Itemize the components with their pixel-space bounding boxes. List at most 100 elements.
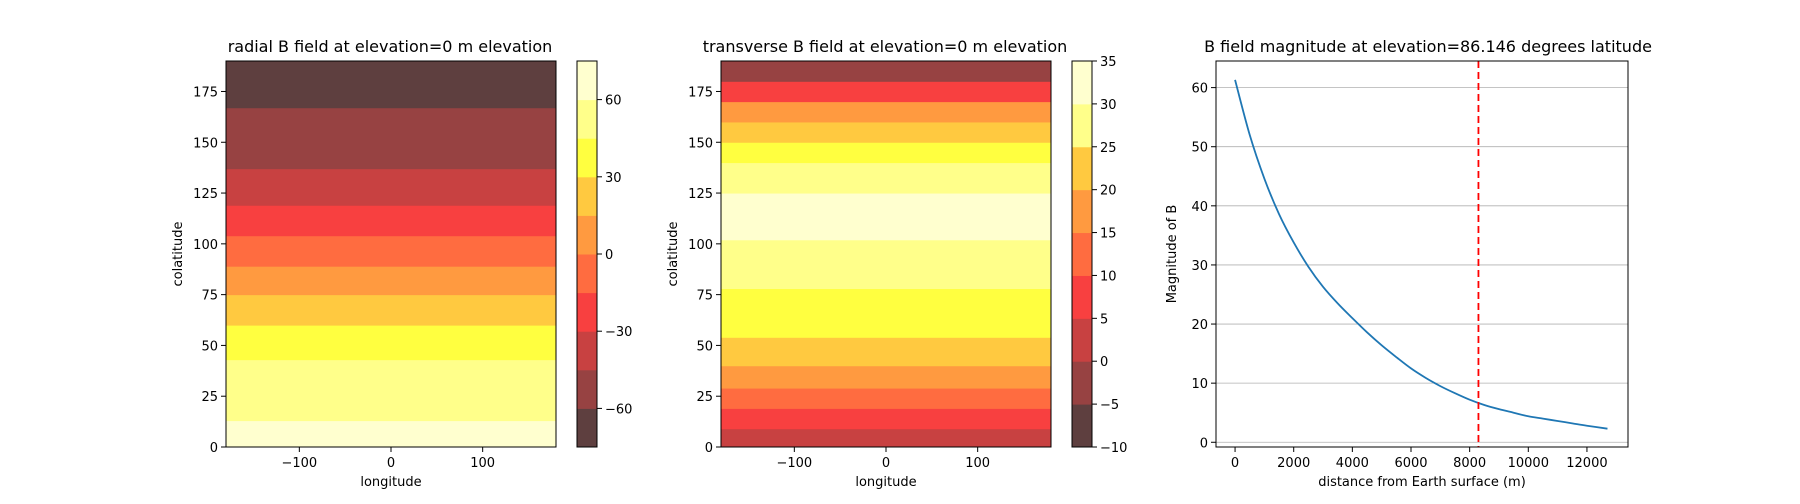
colorbar-segment: [1072, 275, 1092, 319]
colorbar-tick-label: 15: [1100, 227, 1117, 242]
field-band: [721, 337, 1051, 367]
field-band: [721, 162, 1051, 194]
colorbar-tick-label: −30: [605, 325, 632, 340]
field-band: [721, 101, 1051, 123]
x-tick-label: 4000: [1336, 456, 1369, 471]
y-tick-label: 50: [696, 339, 713, 354]
colorbar-tick-label: 20: [1100, 184, 1117, 199]
colorbar-segment: [1072, 61, 1092, 105]
transverse-field-x-ticks: −100 0 100: [776, 447, 990, 471]
magnitude-x-label: distance from Earth surface (m): [1318, 475, 1526, 490]
radial-field-title: radial B field at elevation=0 m elevatio…: [228, 37, 553, 56]
colorbar-segment: [1072, 189, 1092, 234]
transverse-field-y-label: colatitude: [666, 222, 681, 287]
field-band: [721, 365, 1051, 389]
x-tick-label: 8000: [1453, 456, 1486, 471]
colorbar-segment: [577, 292, 597, 332]
field-band: [721, 408, 1051, 430]
colorbar-tick-label: −10: [1100, 441, 1127, 456]
colorbar-segment: [1072, 103, 1092, 148]
field-band: [721, 81, 1051, 103]
y-tick-label: 25: [696, 390, 713, 405]
colorbar-segment: [577, 369, 597, 409]
field-band: [226, 420, 556, 448]
colorbar-tick-label: 5: [1100, 312, 1108, 327]
x-tick-label: 100: [470, 456, 495, 471]
field-band: [226, 107, 556, 170]
x-tick-label: 2000: [1277, 456, 1310, 471]
x-tick-label: 100: [965, 456, 990, 471]
y-tick-label: 100: [688, 238, 713, 253]
colorbar-segment: [1072, 318, 1092, 362]
y-tick-label: 150: [193, 136, 218, 151]
transverse-field-title: transverse B field at elevation=0 m elev…: [703, 37, 1068, 56]
y-tick-label: 75: [201, 289, 218, 304]
magnitude-y-ticks: 0 10 20 30 40 50 60: [1191, 82, 1216, 451]
colorbar-tick-label: 0: [605, 248, 613, 263]
colorbar-tick-label: 30: [605, 171, 622, 186]
colorbar-segment: [1072, 361, 1092, 405]
field-band: [226, 168, 556, 206]
y-tick-label: 150: [688, 136, 713, 151]
colorbar-segment: [1072, 404, 1092, 448]
y-tick-label: 60: [1191, 82, 1208, 97]
field-band: [721, 142, 1051, 164]
field-band: [721, 288, 1051, 338]
field-band: [721, 61, 1051, 82]
radial-field-x-ticks: −100 0 100: [281, 447, 495, 471]
field-band: [226, 325, 556, 361]
radial-field-y-ticks: 0 25 50 75 100 125 150 175: [193, 85, 226, 456]
transverse-field-bands: [721, 61, 1051, 448]
colorbar-tick-label: 30: [1100, 98, 1117, 113]
magnitude-gridlines: [1216, 87, 1628, 443]
y-tick-label: 30: [1191, 259, 1208, 274]
radial-field-panel: radial B field at elevation=0 m elevatio…: [171, 37, 632, 490]
colorbar-segment: [577, 215, 597, 255]
colorbar-segment: [577, 61, 597, 101]
field-band: [226, 294, 556, 326]
colorbar-tick-label: 60: [605, 94, 622, 109]
field-band: [226, 61, 556, 109]
transverse-field-panel: transverse B field at elevation=0 m elev…: [666, 37, 1127, 490]
magnitude-series-line: [1234, 79, 1608, 430]
y-tick-label: 125: [688, 187, 713, 202]
magnitude-title: B field magnitude at elevation=86.146 de…: [1204, 37, 1652, 56]
colorbar-segment: [577, 138, 597, 178]
colorbar-tick-label: 25: [1100, 141, 1117, 156]
field-band: [226, 205, 556, 237]
field-band: [226, 266, 556, 296]
transverse-field-y-ticks: 0 25 50 75 100 125 150 175: [688, 85, 721, 456]
y-tick-label: 175: [688, 85, 713, 100]
y-tick-label: 0: [705, 441, 713, 456]
colorbar-tick-label: −5: [1100, 398, 1119, 413]
colorbar-segment: [577, 331, 597, 371]
radial-field-colorbar: −60 −30 0 30 60: [576, 60, 632, 448]
colorbar-segment: [1072, 232, 1092, 276]
transverse-field-x-label: longitude: [855, 475, 916, 490]
colorbar-segment: [577, 408, 597, 448]
y-tick-label: 125: [193, 187, 218, 202]
colorbar-segment: [1072, 146, 1092, 191]
colorbar-tick-label: 0: [1100, 355, 1108, 370]
colorbar-segment: [577, 99, 597, 139]
y-tick-label: 0: [210, 441, 218, 456]
y-tick-label: 175: [193, 85, 218, 100]
colorbar-tick-label: 35: [1100, 55, 1117, 70]
x-tick-label: −100: [776, 456, 812, 471]
radial-field-y-label: colatitude: [171, 222, 186, 287]
y-tick-label: 25: [201, 390, 218, 405]
field-band: [721, 428, 1051, 448]
colorbar-tick-label: −60: [605, 402, 632, 417]
magnitude-frame: [1215, 60, 1629, 448]
y-tick-label: 50: [201, 339, 218, 354]
transverse-field-colorbar: −10 −5 0 5 10 15 20 25 30 35: [1071, 55, 1127, 456]
field-band: [721, 239, 1051, 290]
field-band: [721, 388, 1051, 409]
x-tick-label: 10000: [1508, 456, 1549, 471]
field-band: [226, 359, 556, 422]
colorbar-segment: [577, 254, 597, 294]
radial-field-x-label: longitude: [360, 475, 421, 490]
x-tick-label: 12000: [1566, 456, 1607, 471]
